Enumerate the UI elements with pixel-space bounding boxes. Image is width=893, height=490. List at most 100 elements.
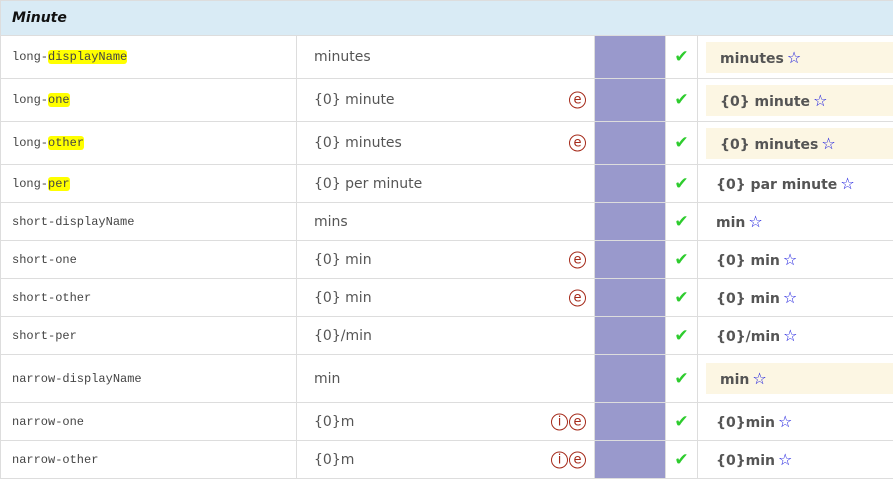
error-icon[interactable]: e	[569, 289, 586, 306]
check-icon: ✔	[665, 440, 698, 479]
check-icon: ✔	[665, 240, 698, 279]
code-cell: long-displayName	[0, 35, 297, 79]
winning-value[interactable]: min ☆	[696, 202, 893, 241]
status-cell	[594, 316, 666, 355]
table-row: long-displayName minutes ✔ minutes ☆	[0, 35, 893, 79]
winning-value[interactable]: {0} minutes ☆	[696, 121, 893, 165]
status-icons: e	[569, 91, 586, 109]
winning-value[interactable]: {0}min ☆	[696, 440, 893, 479]
code-cell: narrow-other	[0, 440, 297, 479]
english-value: {0}m i e	[296, 440, 595, 479]
value-text: {0}m	[314, 451, 355, 468]
result-text[interactable]: minutes ☆	[706, 41, 893, 73]
result-text[interactable]: {0}/min ☆	[716, 326, 798, 345]
table-row: short-per {0}/min ✔ {0}/min ☆	[0, 316, 893, 355]
code-prefix: narrow-displayName	[12, 371, 142, 386]
result-text[interactable]: {0} minute ☆	[706, 84, 893, 116]
info-icon[interactable]: i	[551, 451, 568, 468]
code-cell: narrow-one	[0, 402, 297, 441]
error-icon[interactable]: e	[569, 413, 586, 430]
result-text[interactable]: {0}min ☆	[716, 412, 793, 431]
english-value: {0}/min	[296, 316, 595, 355]
winning-value[interactable]: {0} minute ☆	[696, 78, 893, 122]
result-text[interactable]: min ☆	[716, 212, 763, 231]
english-value: min	[296, 354, 595, 403]
table-row: narrow-one {0}m i e ✔ {0}min ☆	[0, 402, 893, 441]
check-icon: ✔	[665, 35, 698, 79]
status-cell	[594, 202, 666, 241]
check-icon: ✔	[665, 316, 698, 355]
check-icon: ✔	[665, 278, 698, 317]
value-text: {0} minutes	[314, 135, 402, 151]
table-row: short-one {0} min e ✔ {0} min ☆	[0, 240, 893, 279]
code-cell: short-displayName	[0, 202, 297, 241]
result-text[interactable]: {0} minutes ☆	[706, 127, 893, 159]
english-value: {0}m i e	[296, 402, 595, 441]
english-value: {0} minute e	[296, 78, 595, 122]
english-value: mins	[296, 202, 595, 241]
code-cell: short-per	[0, 316, 297, 355]
value-text: mins	[314, 213, 348, 230]
code-prefix: short-per	[12, 328, 77, 343]
status-icons: e	[569, 134, 586, 152]
star-icon: ☆	[821, 133, 836, 153]
code-prefix: short-displayName	[12, 214, 135, 229]
winning-value[interactable]: {0} par minute ☆	[696, 164, 893, 203]
code-prefix: narrow-one	[12, 414, 85, 429]
value-text: {0} min	[314, 289, 372, 306]
status-cell	[594, 354, 666, 403]
table-row: long-other {0} minutes e ✔ {0} minutes ☆	[0, 121, 893, 165]
error-icon[interactable]: e	[569, 451, 586, 468]
winning-value[interactable]: {0}/min ☆	[696, 316, 893, 355]
code-prefix: long-	[12, 136, 49, 150]
status-icons: e	[569, 251, 586, 268]
status-cell	[594, 121, 666, 165]
code-prefix: long-	[12, 50, 49, 64]
result-text[interactable]: {0} min ☆	[716, 288, 798, 307]
status-cell	[594, 278, 666, 317]
value-text: {0} minute	[314, 92, 395, 108]
error-icon[interactable]: e	[569, 134, 586, 152]
section-header: Minute	[0, 0, 893, 36]
winning-value[interactable]: min ☆	[696, 354, 893, 403]
star-icon: ☆	[786, 47, 802, 67]
winning-value[interactable]: minutes ☆	[696, 35, 893, 79]
check-icon: ✔	[665, 121, 698, 165]
star-icon: ☆	[840, 174, 855, 193]
winning-value[interactable]: {0} min ☆	[696, 278, 893, 317]
star-icon: ☆	[782, 250, 798, 269]
star-icon: ☆	[778, 412, 793, 431]
error-icon[interactable]: e	[569, 251, 586, 268]
result-text[interactable]: {0} min ☆	[716, 250, 798, 269]
result-text[interactable]: min ☆	[706, 363, 893, 394]
value-text: {0}m	[314, 413, 355, 430]
info-icon[interactable]: i	[551, 413, 568, 430]
code-cell: narrow-displayName	[0, 354, 297, 403]
star-icon: ☆	[778, 450, 793, 469]
code-cell: short-other	[0, 278, 297, 317]
status-cell	[594, 402, 666, 441]
error-icon[interactable]: e	[569, 91, 586, 109]
winning-value[interactable]: {0}min ☆	[696, 402, 893, 441]
status-cell	[594, 440, 666, 479]
english-value: minutes	[296, 35, 595, 79]
minute-table: Minute long-displayName minutes ✔ minute…	[0, 0, 893, 479]
table-row: short-displayName mins ✔ min ☆	[0, 202, 893, 241]
result-text[interactable]: {0}min ☆	[716, 450, 793, 469]
code-prefix: short-one	[12, 252, 77, 267]
status-cell	[594, 35, 666, 79]
code-prefix: narrow-other	[12, 452, 99, 467]
english-value: {0} min e	[296, 278, 595, 317]
status-cell	[594, 240, 666, 279]
check-icon: ✔	[665, 354, 698, 403]
table-row: short-other {0} min e ✔ {0} min ☆	[0, 278, 893, 317]
value-text: {0} min	[314, 251, 372, 268]
result-text[interactable]: {0} par minute ☆	[716, 174, 855, 193]
code-prefix: long-	[12, 176, 49, 191]
status-cell	[594, 78, 666, 122]
code-highlight: one	[48, 93, 70, 107]
winning-value[interactable]: {0} min ☆	[696, 240, 893, 279]
star-icon: ☆	[748, 212, 763, 231]
code-cell: long-other	[0, 121, 297, 165]
star-icon: ☆	[813, 90, 828, 110]
